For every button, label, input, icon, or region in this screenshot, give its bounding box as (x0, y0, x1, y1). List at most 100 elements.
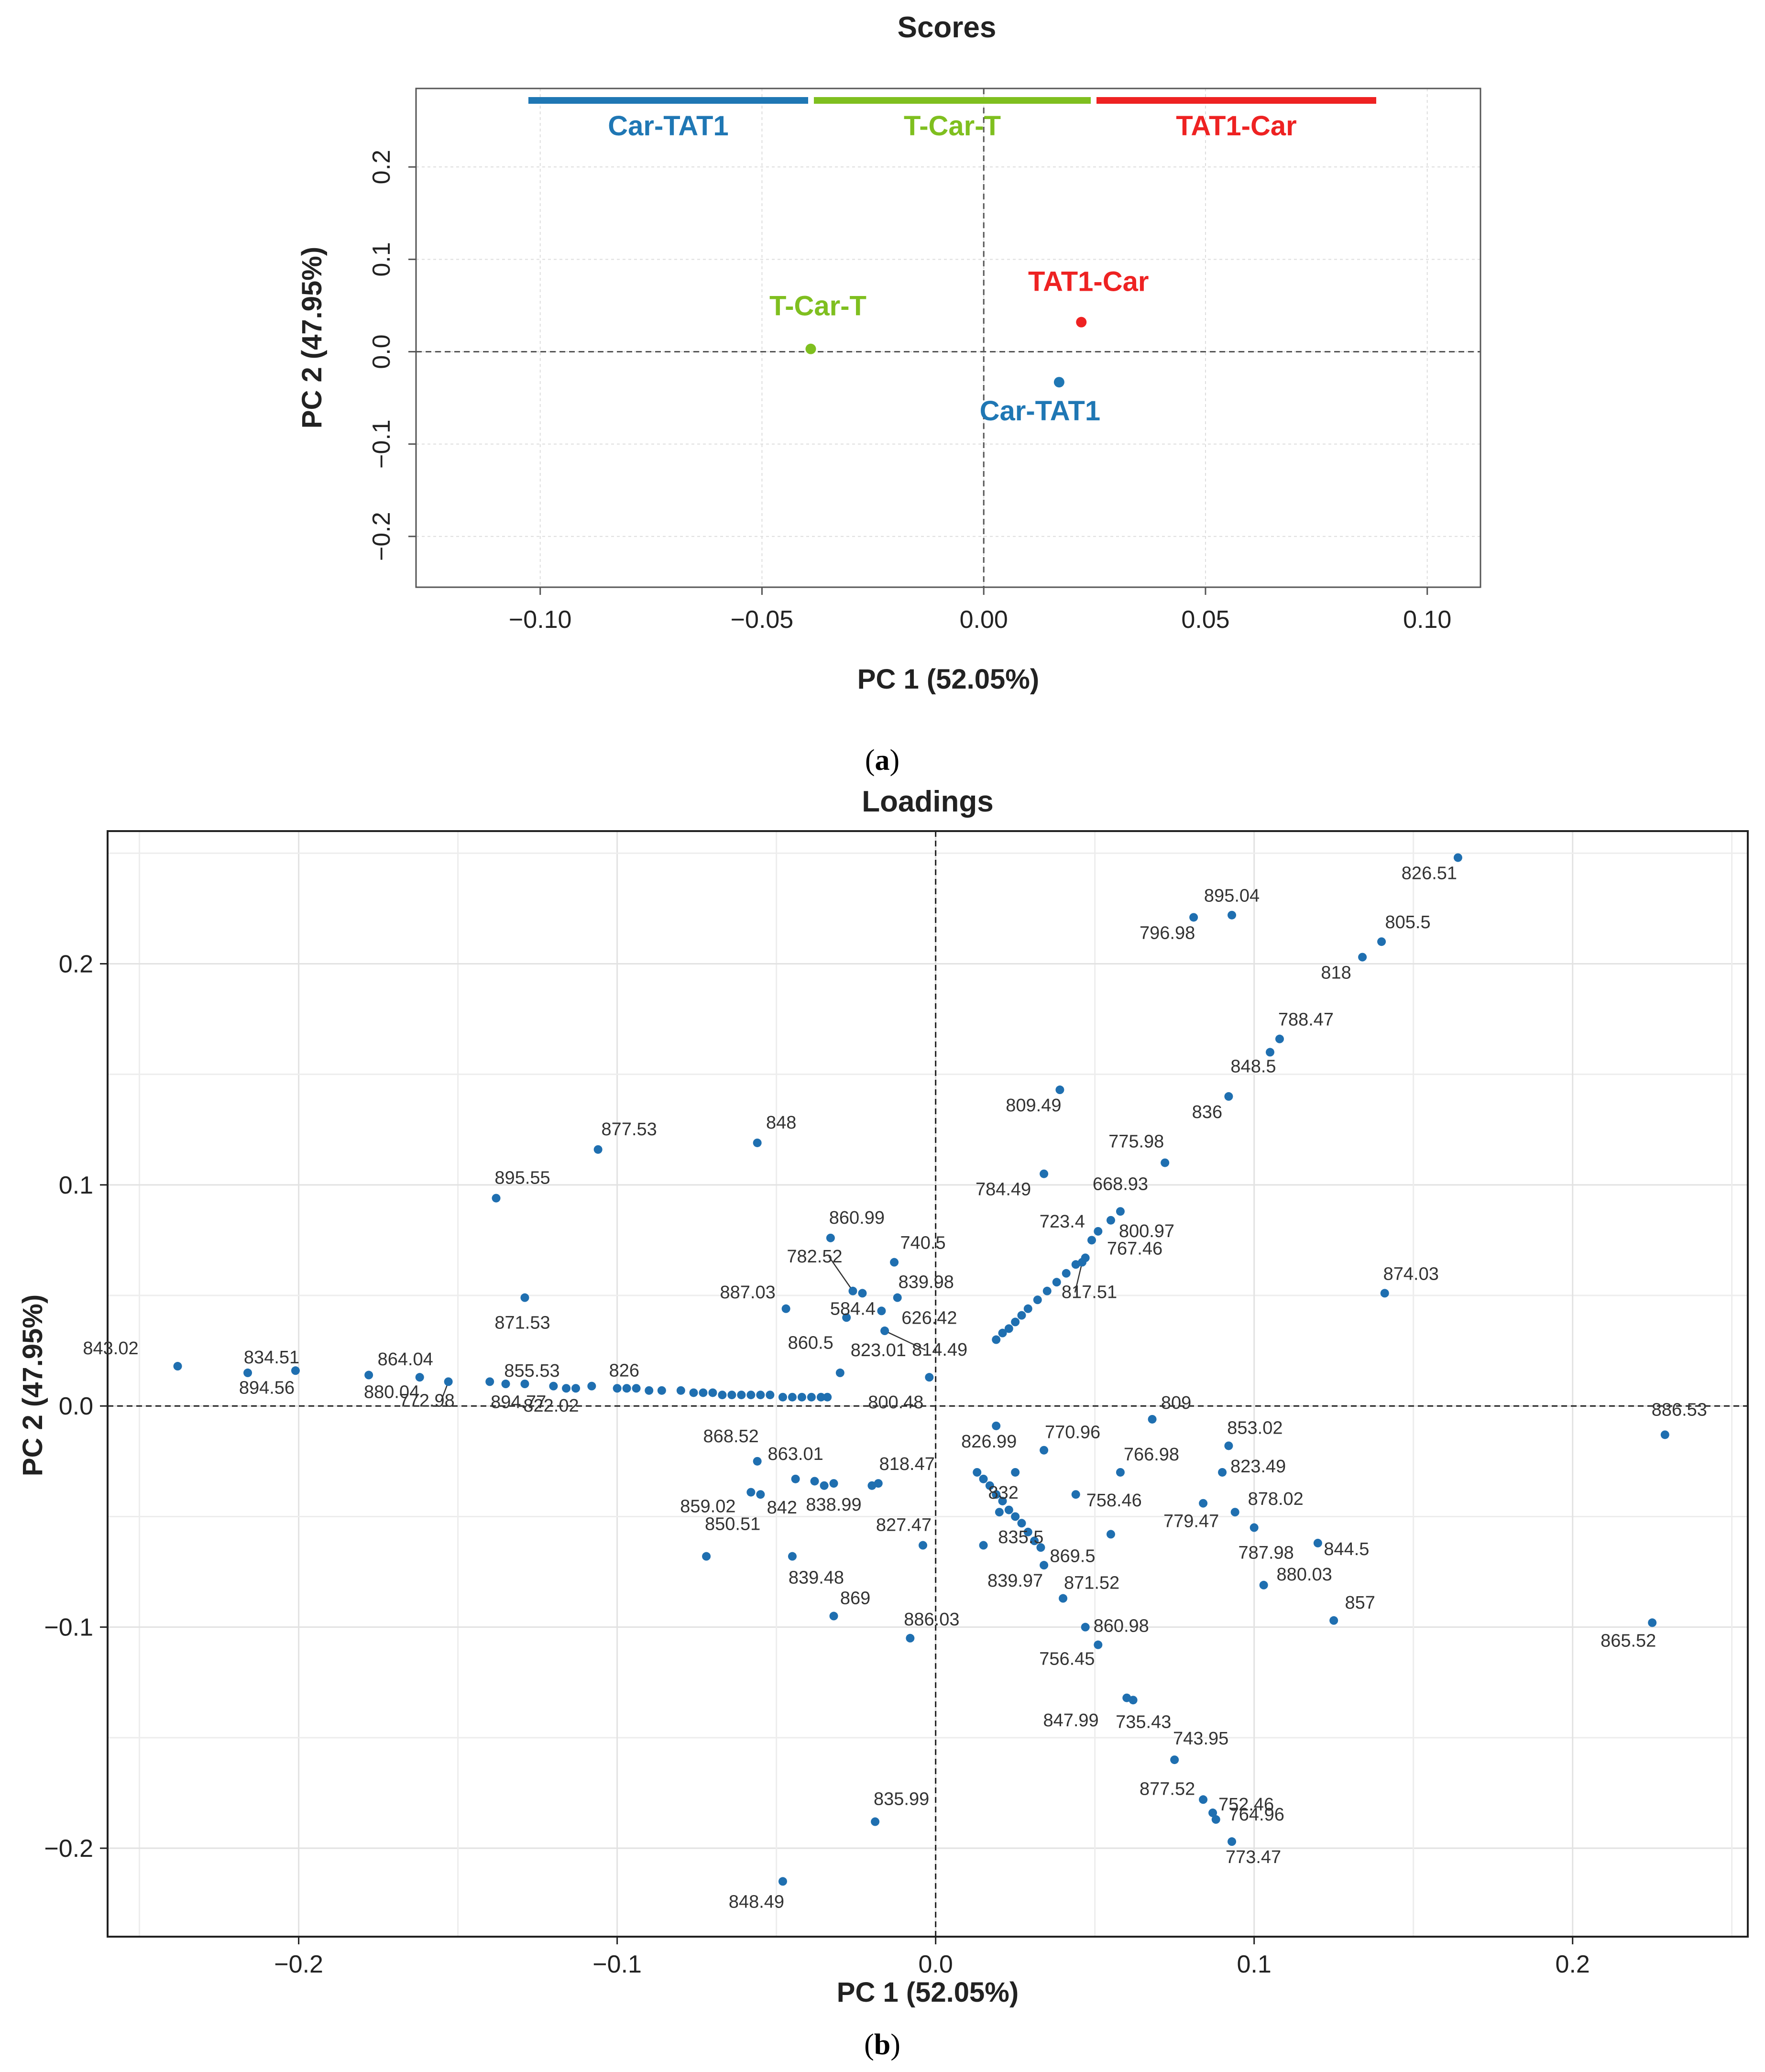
loading-point-unlabeled-46 (1036, 1543, 1045, 1552)
loading-label-767-46: 767.46 (1107, 1239, 1162, 1259)
loading-label-743-95: 743.95 (1173, 1729, 1228, 1749)
scores-point-t-car-t (805, 343, 816, 354)
loading-label-860-99: 860.99 (829, 1208, 885, 1228)
loading-label-800-48: 800.48 (868, 1392, 923, 1413)
loadings-y-ticks: −0.2 −0.1 0.0 0.1 0.2 (44, 950, 108, 1863)
loading-label-838-99: 838.99 (806, 1495, 861, 1515)
loading-point-723-4 (1094, 1227, 1103, 1236)
loading-point-835-5 (995, 1508, 1004, 1517)
loading-point-unlabeled-12 (718, 1391, 727, 1400)
loading-point-unlabeled-11 (708, 1388, 717, 1397)
scores-legend: Car-TAT1 T-Car-T TAT1-Car (528, 97, 1376, 142)
loading-point-871-53 (520, 1293, 529, 1302)
loading-point-826-99 (992, 1421, 1001, 1430)
loading-label-894-77: 894.77 (491, 1392, 546, 1412)
legend-label-car-tat1: Car-TAT1 (608, 110, 728, 142)
scores-plot-frame (415, 88, 1481, 588)
panel-a-caption-open: ( (865, 744, 875, 777)
loading-label-860-98: 860.98 (1094, 1616, 1149, 1636)
loading-point-848-5 (1265, 1048, 1274, 1057)
loading-point-784-49 (1040, 1169, 1049, 1178)
loading-label-857: 857 (1345, 1593, 1375, 1613)
loading-point-886-03 (906, 1633, 915, 1643)
loading-point-unlabeled-21 (807, 1392, 816, 1402)
loading-label-835-5: 835.5 (998, 1527, 1043, 1547)
scores-ytick-label-4: 0.2 (368, 150, 395, 184)
loading-point-584-4 (858, 1289, 867, 1298)
scores-zero-lines (416, 88, 1480, 587)
loading-point-unlabeled-41 (1004, 1505, 1013, 1514)
loading-label-805-5: 805.5 (1385, 912, 1431, 932)
scores-xtick-label-3: 0.05 (1181, 606, 1229, 634)
loading-label-839-98: 839.98 (899, 1272, 954, 1293)
panel-b-caption-letter: b (874, 2028, 890, 2061)
loading-point-740-5 (890, 1258, 899, 1267)
panel-b-caption-open: ( (864, 2028, 874, 2061)
loadings-gridlines (108, 831, 1748, 1937)
loading-point-836 (1224, 1092, 1233, 1101)
loading-label-860-5: 860.5 (788, 1333, 833, 1353)
scores-ytick-label-0: −0.2 (368, 512, 395, 561)
loading-point-838-99 (829, 1479, 838, 1488)
loading-point-865-52 (1648, 1618, 1657, 1627)
loading-label-886-53: 886.53 (1652, 1400, 1707, 1420)
loading-label-788-47: 788.47 (1278, 1010, 1334, 1030)
loading-point-894-56 (291, 1366, 300, 1375)
scores-gridlines (416, 88, 1480, 587)
loading-point-unlabeled-10 (699, 1388, 708, 1397)
loading-point-818 (1358, 953, 1367, 962)
loading-point-772-98 (444, 1377, 453, 1386)
leader-line-817-51 (1074, 1262, 1083, 1293)
loading-point-unlabeled-14 (737, 1391, 746, 1400)
scores-panel: Scores Car-TAT1 T-Car-T TAT1-Car −0.10 −0.0… (296, 11, 1481, 777)
scores-xtick-label-4: 0.10 (1403, 606, 1451, 634)
loading-point-unlabeled-4 (622, 1384, 631, 1393)
loading-point-unlabeled-47 (810, 1477, 819, 1486)
loading-label-874-03: 874.03 (1383, 1264, 1439, 1284)
panel-a-caption: (a) (865, 744, 899, 777)
loading-label-723-4: 723.4 (1040, 1212, 1085, 1232)
loading-point-779-47 (1199, 1499, 1208, 1508)
loading-point-895-55 (492, 1194, 501, 1203)
scores-x-axis-label: PC 1 (52.05%) (857, 664, 1039, 695)
scores-point-label-t-car-t: T-Car-T (769, 291, 866, 322)
loadings-ytick-label-4: 0.2 (59, 950, 93, 978)
loading-label-826-99: 826.99 (961, 1432, 1017, 1452)
loading-point-unlabeled-13 (727, 1391, 736, 1400)
loading-point-unlabeled-23 (823, 1392, 832, 1402)
loadings-zero-lines (108, 831, 1748, 1937)
loading-point-788-47 (1275, 1034, 1284, 1043)
loading-point-775-98 (1161, 1158, 1170, 1167)
legend-label-t-car-t: T-Car-T (904, 110, 1001, 142)
loading-point-880-04 (364, 1370, 373, 1380)
loading-point-773-47 (1228, 1837, 1237, 1846)
loading-point-843-02 (173, 1362, 182, 1371)
loading-point-869 (829, 1612, 838, 1621)
loading-label-735-43: 735.43 (1116, 1712, 1171, 1732)
loading-label-756-45: 756.45 (1039, 1649, 1095, 1669)
loading-point-850-51 (702, 1552, 711, 1561)
loading-point-818-47 (874, 1479, 883, 1488)
loading-point-848-49 (778, 1877, 787, 1886)
loading-label-775-98: 775.98 (1108, 1132, 1164, 1152)
loading-point-823-01 (835, 1368, 844, 1377)
loading-label-822-02: 822.02 (523, 1396, 579, 1416)
loading-label-827-47: 827.47 (876, 1515, 932, 1535)
loading-label-814-49: 814.49 (912, 1340, 967, 1360)
loading-point-unlabeled-36 (973, 1468, 982, 1477)
loadings-ytick-label-3: 0.1 (59, 1172, 93, 1199)
loading-label-869-5: 869.5 (1050, 1546, 1095, 1566)
loadings-plot-frame (107, 830, 1749, 1938)
loading-point-817-51 (1078, 1258, 1087, 1267)
loading-label-878-02: 878.02 (1248, 1489, 1304, 1509)
loading-label-865-52: 865.52 (1601, 1631, 1656, 1651)
loading-label-809-49: 809.49 (1006, 1096, 1061, 1116)
loading-point-unlabeled-31 (1042, 1286, 1052, 1295)
loading-point-unlabeled-30 (1033, 1295, 1042, 1305)
loading-label-766-98: 766.98 (1124, 1445, 1179, 1465)
loading-label-848: 848 (766, 1113, 796, 1133)
loading-point-823-49 (1218, 1468, 1227, 1477)
loading-point-800-97 (1106, 1216, 1115, 1225)
scores-x-ticks: −0.10 −0.05 0.00 0.05 0.10 (509, 587, 1451, 634)
